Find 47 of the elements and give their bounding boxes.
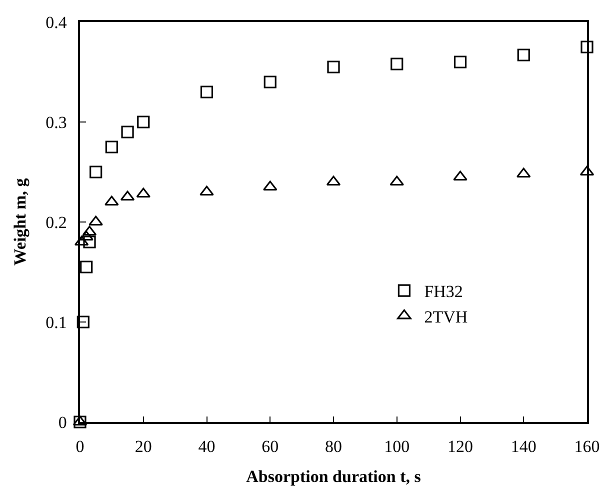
point: [327, 60, 340, 74]
point: [454, 56, 467, 68]
point: [516, 168, 531, 178]
x-tick-label: 80: [325, 437, 342, 456]
point: [580, 40, 594, 54]
point: [74, 236, 89, 246]
legend-label: 2TVH: [424, 307, 468, 326]
legend-label: FH32: [424, 282, 463, 302]
point: [105, 140, 118, 154]
point: [390, 58, 404, 70]
point: [82, 226, 97, 236]
point: [137, 116, 150, 128]
x-tick-label: 20: [134, 437, 152, 456]
x-tick-label: 120: [448, 437, 473, 456]
point: [104, 196, 119, 206]
point: [326, 176, 341, 186]
point: [264, 76, 276, 88]
y-tick-label: 0.4: [46, 12, 68, 32]
y-tick-label: 0.1: [46, 312, 67, 332]
point: [453, 170, 468, 181]
x-tick-label: 100: [384, 437, 410, 456]
point: [88, 216, 103, 226]
x-tick-label: 40: [198, 437, 216, 456]
point: [83, 236, 96, 248]
point: [517, 48, 530, 62]
point: [120, 190, 135, 201]
point: [72, 416, 88, 426]
point: [262, 180, 278, 191]
point: [200, 186, 214, 196]
x-tick-label: 0: [76, 437, 84, 456]
x-tick-label: 60: [262, 437, 279, 456]
y-tick-label: 0.2: [46, 212, 67, 232]
x-axis-title: Absorption duration t, s: [246, 467, 422, 486]
y-axis-title: Weight m, g: [10, 178, 30, 266]
point: [200, 86, 214, 98]
point: [76, 316, 90, 328]
point: [580, 166, 594, 176]
x-tick-label: 160: [574, 437, 600, 456]
point: [390, 176, 404, 186]
point: [136, 188, 151, 198]
point: [79, 230, 94, 241]
point: [121, 126, 134, 138]
point: [80, 260, 93, 274]
y-tick-label: 0.3: [46, 112, 67, 132]
x-tick-label: 140: [510, 437, 536, 456]
y-tick-label: 0: [58, 412, 67, 432]
point: [90, 166, 102, 178]
